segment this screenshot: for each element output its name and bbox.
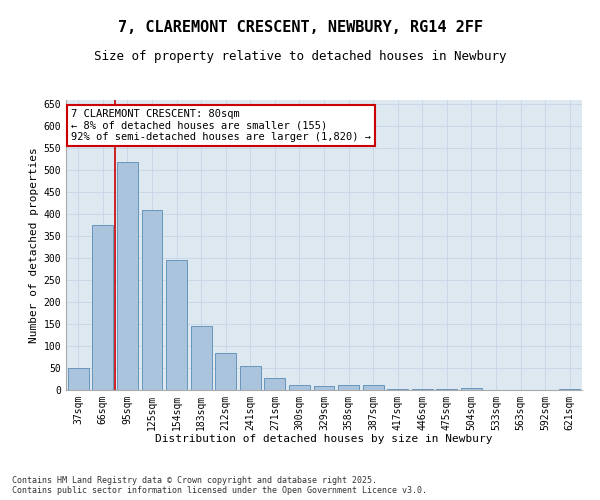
Text: Contains HM Land Registry data © Crown copyright and database right 2025.
Contai: Contains HM Land Registry data © Crown c… <box>12 476 427 495</box>
Text: Size of property relative to detached houses in Newbury: Size of property relative to detached ho… <box>94 50 506 63</box>
Bar <box>117 162 138 390</box>
Bar <box>338 385 359 390</box>
Bar <box>461 388 482 390</box>
Bar <box>142 210 163 390</box>
Bar <box>166 260 187 390</box>
Bar <box>68 368 89 390</box>
Bar <box>265 378 286 390</box>
Bar <box>240 366 261 390</box>
Bar <box>215 353 236 390</box>
Text: 7, CLAREMONT CRESCENT, NEWBURY, RG14 2FF: 7, CLAREMONT CRESCENT, NEWBURY, RG14 2FF <box>118 20 482 35</box>
Text: 7 CLAREMONT CRESCENT: 80sqm
← 8% of detached houses are smaller (155)
92% of sem: 7 CLAREMONT CRESCENT: 80sqm ← 8% of deta… <box>71 108 371 142</box>
Bar <box>191 326 212 390</box>
Bar <box>412 389 433 390</box>
Bar <box>387 389 408 390</box>
Bar <box>559 389 580 390</box>
Y-axis label: Number of detached properties: Number of detached properties <box>29 147 40 343</box>
Bar <box>289 385 310 390</box>
Bar <box>436 389 457 390</box>
Bar <box>314 386 334 390</box>
Bar <box>92 225 113 390</box>
X-axis label: Distribution of detached houses by size in Newbury: Distribution of detached houses by size … <box>155 434 493 444</box>
Bar <box>362 385 383 390</box>
